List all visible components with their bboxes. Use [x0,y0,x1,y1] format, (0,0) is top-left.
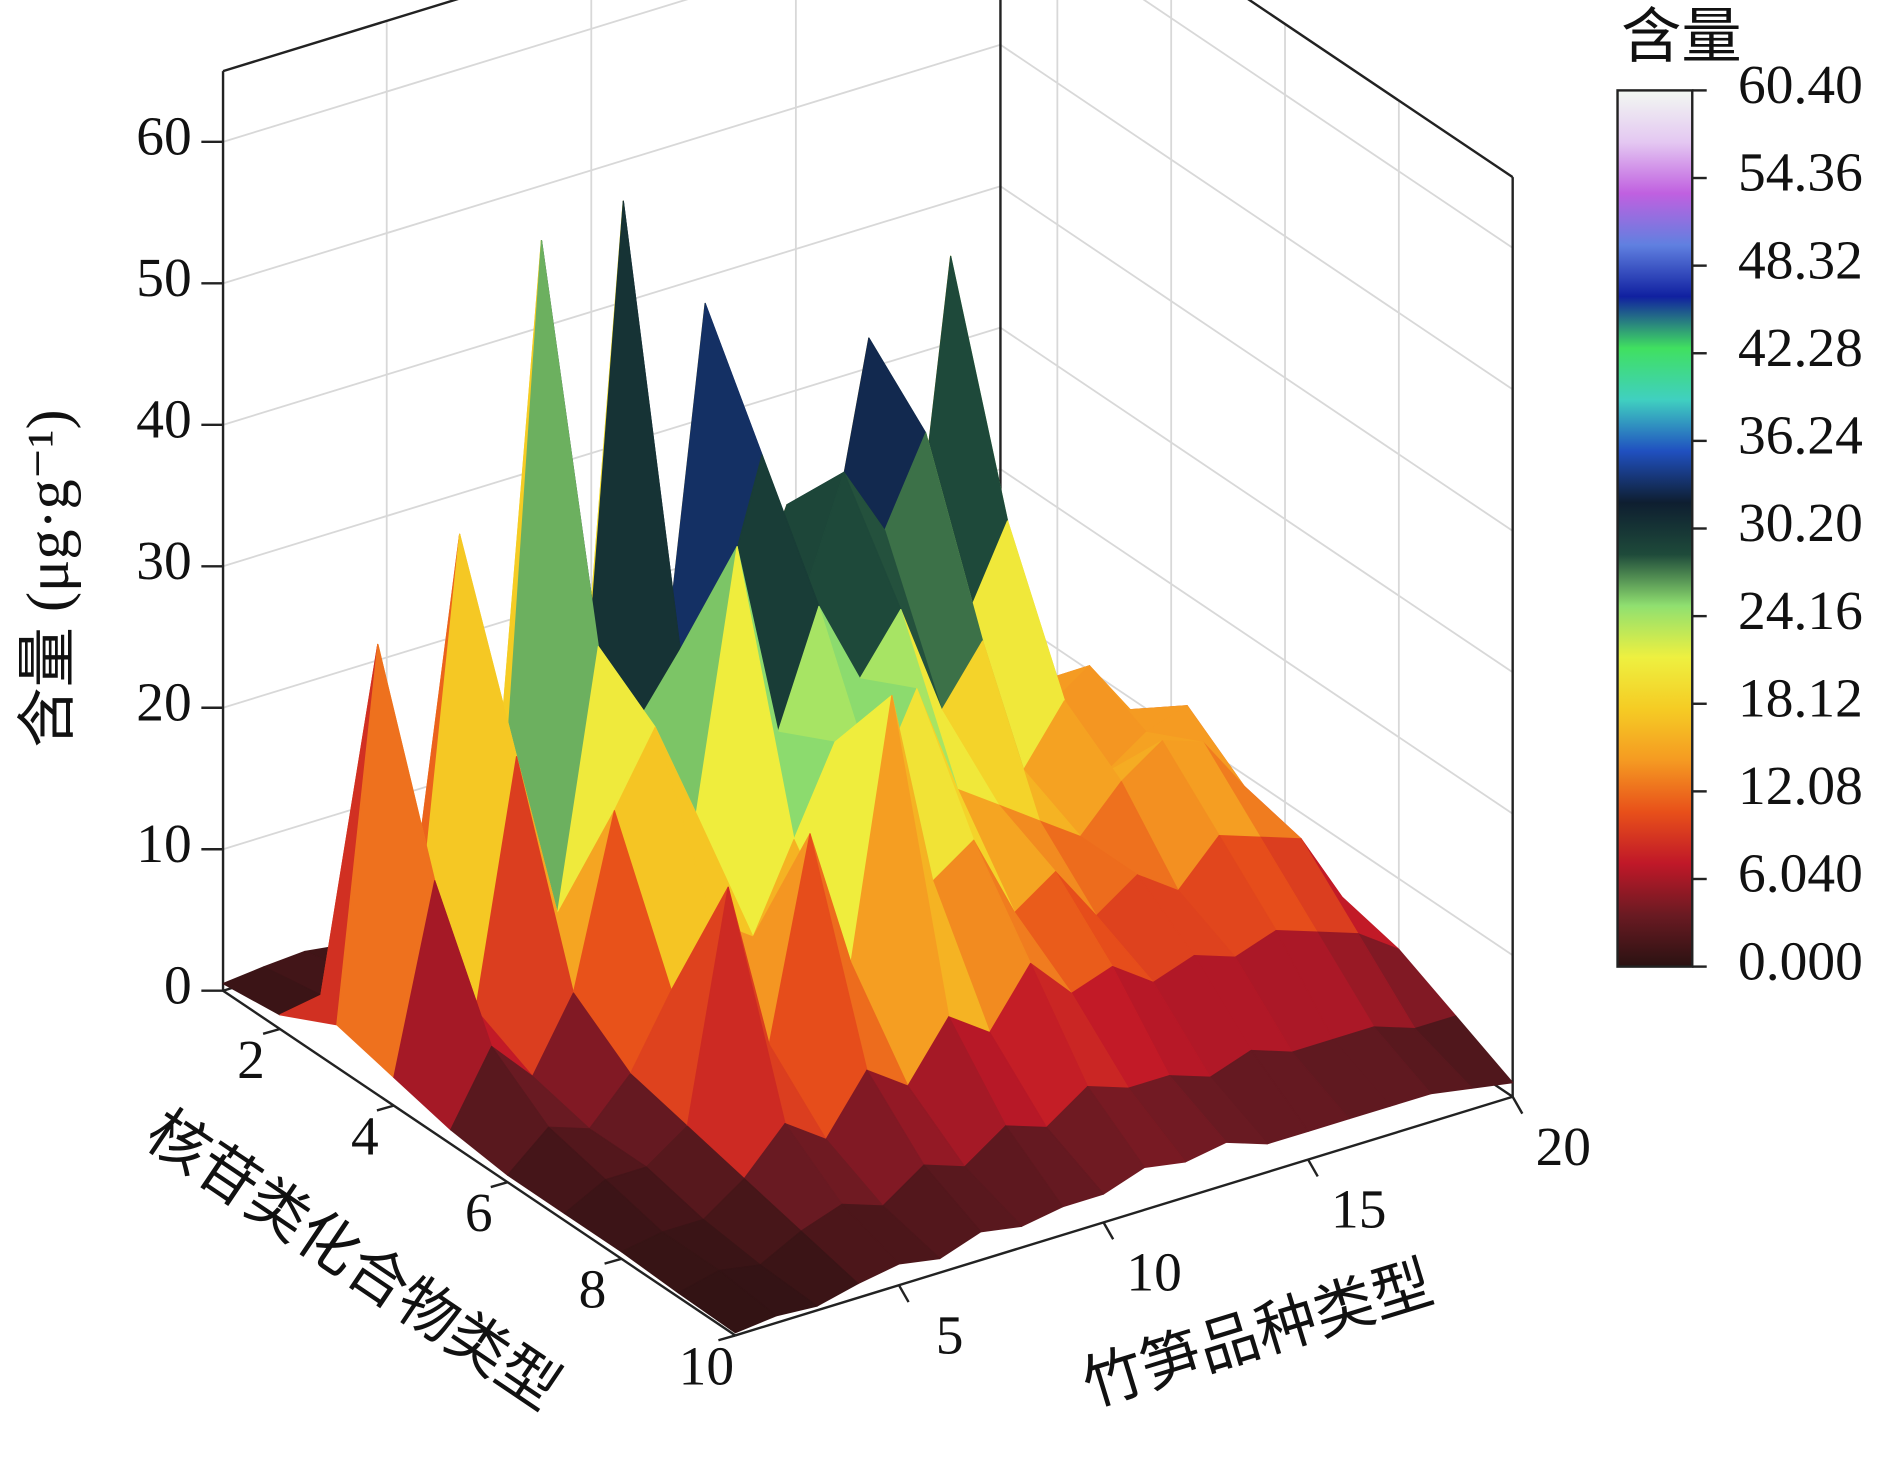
z-tick-label: 60 [136,106,191,167]
y-tick-label: 4 [351,1105,379,1166]
z-tick-label: 30 [136,530,191,591]
x-tick-label: 20 [1536,1116,1591,1177]
y-tick-label: 8 [579,1259,607,1320]
y-tick-label: 2 [237,1029,265,1090]
colorbar-title: 含量 [1621,4,1742,71]
x-tick [1102,1221,1115,1240]
surface-cell [677,1269,777,1334]
y-tick-label: 6 [465,1182,493,1243]
colorbar-tick-label: 0.000 [1738,930,1863,991]
colorbar-tick-label: 18.12 [1738,667,1863,728]
colorbar-tick-label: 54.36 [1738,142,1863,203]
box-edge [1247,0,1514,179]
y-tick-label: 10 [679,1335,734,1396]
x-tick [1307,1158,1319,1178]
z-axis-label: 含量 (μg·g⁻¹) [15,409,82,747]
z-tick-label: 20 [136,671,191,732]
x-tick-label: 10 [1126,1242,1181,1303]
x-tick-label: 5 [936,1304,964,1365]
box-edge [222,0,459,73]
z-tick-label: 40 [136,389,191,450]
box-edge [734,1095,1514,1337]
y-tick [718,1334,736,1342]
x-tick-label: 15 [1331,1179,1386,1240]
x-tick [1511,1096,1524,1115]
x-tick [897,1284,910,1303]
colorbar-tick-label: 24.16 [1738,580,1863,641]
colorbar-tick-label: 60.40 [1738,54,1863,115]
colorbar [1616,89,1694,968]
y-tick [376,1104,395,1112]
colorbar-tick-label: 48.32 [1738,229,1863,290]
box-edge [222,989,736,1337]
y-tick [604,1257,622,1265]
colorbar-tick-label: 42.28 [1738,317,1863,378]
colorbar-tick-label: 36.24 [1738,405,1863,466]
z-tick-label: 10 [136,813,191,874]
y-tick [262,1027,281,1035]
grid-line [222,0,1514,249]
grid-line [222,43,1514,391]
z-tick-label: 0 [164,954,192,1015]
y-tick [490,1181,508,1189]
colorbar-tick-label: 12.08 [1738,755,1863,816]
z-tick-label: 50 [136,247,191,308]
colorbar-tick-label: 30.20 [1738,492,1863,553]
colorbar-tick-label: 6.040 [1738,843,1863,904]
